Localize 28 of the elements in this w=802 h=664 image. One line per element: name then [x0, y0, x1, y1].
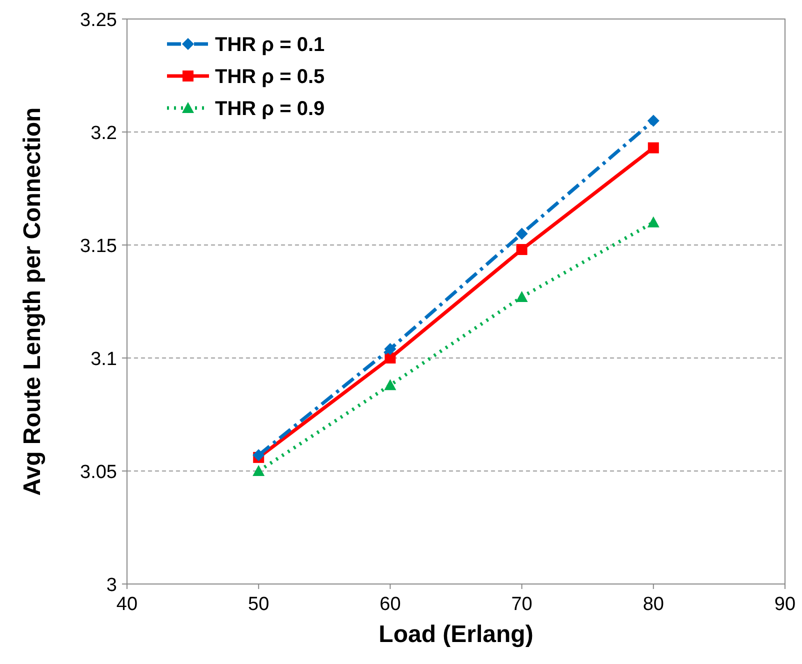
x-tick-label: 50 [248, 594, 270, 615]
x-axis-title: Load (Erlang) [378, 621, 534, 648]
y-tick-label: 3.1 [90, 349, 117, 370]
point [384, 352, 396, 364]
y-tick-label: 3.25 [80, 10, 117, 31]
point [252, 465, 265, 476]
legend-label: THR ρ = 0.1 [215, 34, 325, 56]
point [648, 142, 659, 154]
y-tick-label: 3.2 [90, 123, 117, 144]
y-tick-label: 3.15 [80, 236, 117, 257]
x-tick-label: 70 [511, 594, 532, 615]
point [252, 449, 265, 462]
y-tick-label: 3 [106, 575, 117, 596]
point [384, 342, 396, 355]
legend-label: THR ρ = 0.9 [215, 98, 325, 120]
point [516, 228, 528, 240]
y-axis-title: Avg Route Length per Connection [19, 107, 46, 496]
point [516, 244, 528, 256]
x-tick-label: 40 [116, 594, 138, 615]
x-tick-label: 80 [642, 594, 664, 615]
point [384, 379, 396, 390]
legend-label: THR ρ = 0.5 [215, 66, 325, 88]
point [647, 216, 660, 228]
x-tick-label: 60 [380, 594, 401, 615]
point [647, 114, 660, 127]
x-tick-label: 90 [774, 594, 796, 615]
y-tick-label: 3.05 [80, 462, 117, 483]
point [516, 290, 528, 302]
